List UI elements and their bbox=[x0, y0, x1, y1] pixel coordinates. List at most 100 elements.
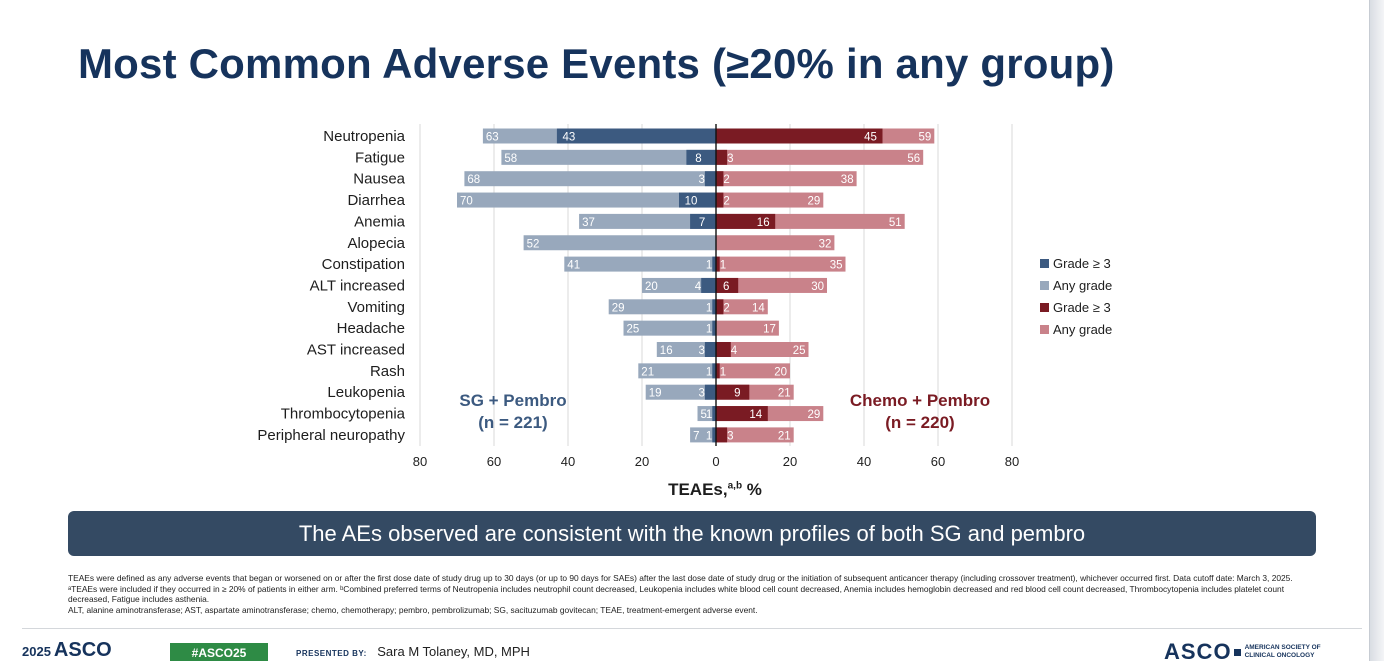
arm-label-sg-pembro: SG + Pembro (n = 221) bbox=[418, 390, 608, 434]
bar-chemo-any-grade bbox=[716, 320, 779, 336]
footnote: TEAEs were defined as any adverse events… bbox=[68, 573, 1293, 583]
data-label-chemo-grade3: 4 bbox=[731, 345, 738, 357]
data-label-sg-grade3: 3 bbox=[698, 388, 704, 400]
data-label-sg-any-grade: 5 bbox=[701, 409, 707, 421]
x-axis-label: TEAEs,a,b % bbox=[660, 480, 770, 500]
arm-label-chemo-pembro: Chemo + Pembro (n = 220) bbox=[822, 390, 1018, 434]
bar-sg-any-grade bbox=[464, 171, 716, 187]
data-label-chemo-grade3: 14 bbox=[749, 409, 762, 421]
data-label-chemo-any-grade: 35 bbox=[830, 260, 843, 272]
logo-square-icon bbox=[1233, 648, 1241, 656]
legend-item: Any grade bbox=[1040, 274, 1112, 296]
bar-chemo-grade3 bbox=[716, 256, 720, 272]
bar-chemo-grade3 bbox=[716, 384, 750, 400]
bar-sg-any-grade bbox=[523, 235, 716, 251]
bar-sg-grade3 bbox=[556, 128, 716, 144]
data-label-sg-grade3: 4 bbox=[695, 281, 702, 293]
bar-sg-any-grade bbox=[656, 342, 716, 357]
legend-label: Grade ≥ 3 bbox=[1053, 255, 1111, 271]
data-label-sg-grade3: 7 bbox=[699, 217, 705, 229]
category-label: Nausea bbox=[353, 171, 405, 188]
data-label-chemo-any-grade: 32 bbox=[819, 238, 832, 250]
category-label: Rash bbox=[370, 363, 405, 380]
bar-sg-grade3 bbox=[686, 149, 716, 165]
data-label-sg-any-grade: 25 bbox=[627, 324, 640, 336]
x-tick-label: 80 bbox=[1005, 454, 1019, 469]
legend: Grade ≥ 3 Any grade Grade ≥ 3 Any grade bbox=[1040, 252, 1112, 340]
legend-label: Any grade bbox=[1053, 321, 1113, 337]
x-tick-label: 40 bbox=[857, 454, 871, 469]
bar-chemo-grade3 bbox=[716, 406, 768, 422]
legend-item: Any grade bbox=[1040, 318, 1112, 340]
bar-chemo-any-grade bbox=[716, 342, 809, 357]
bar-chemo-grade3 bbox=[716, 427, 728, 443]
bar-chemo-any-grade bbox=[716, 149, 924, 165]
data-label-sg-any-grade: 41 bbox=[567, 260, 580, 272]
asco-2025-logo: 2025 ASCO bbox=[22, 639, 112, 662]
data-label-chemo-grade3: 1 bbox=[720, 260, 726, 272]
data-label-sg-grade3: 43 bbox=[563, 132, 576, 144]
data-label-sg-grade3: 1 bbox=[706, 260, 712, 272]
bar-sg-grade3 bbox=[712, 363, 716, 379]
x-axis-label-text: TEAEs, bbox=[668, 480, 728, 499]
society-name-line: CLINICAL ONCOLOGY bbox=[1244, 652, 1315, 659]
data-label-sg-any-grade: 29 bbox=[612, 302, 625, 314]
data-label-chemo-any-grade: 20 bbox=[774, 366, 787, 378]
legend-label: Grade ≥ 3 bbox=[1053, 299, 1111, 315]
data-label-sg-any-grade: 16 bbox=[660, 345, 673, 357]
data-label-sg-grade3: 10 bbox=[685, 196, 698, 208]
asco-society-logo: ASCO AMERICAN SOCIETY OF CLINICAL ONCOLO… bbox=[1164, 639, 1321, 665]
data-label-chemo-any-grade: 29 bbox=[808, 409, 821, 421]
x-tick-label: 20 bbox=[783, 454, 797, 469]
x-tick-labels: 80 60 40 20 0 20 40 60 80 bbox=[413, 454, 1019, 469]
data-label-sg-grade3: 3 bbox=[698, 174, 704, 186]
category-label: ALT increased bbox=[310, 277, 405, 294]
footnote: ALT, alanine aminotransferase; AST, aspa… bbox=[68, 604, 758, 615]
category-label: Vomiting bbox=[347, 299, 405, 316]
bar-chemo-grade3 bbox=[716, 192, 724, 208]
data-label-chemo-any-grade: 51 bbox=[889, 217, 902, 229]
data-label-sg-any-grade: 52 bbox=[527, 238, 540, 250]
data-label-sg-grade3: 1 bbox=[706, 302, 712, 314]
key-message-banner: The AEs observed are consistent with the… bbox=[68, 511, 1316, 556]
society-logo-text: ASCO bbox=[1164, 639, 1232, 664]
data-label-chemo-grade3: 2 bbox=[723, 302, 729, 314]
bar-chemo-any-grade bbox=[716, 171, 857, 187]
category-label: Fatigue bbox=[355, 149, 405, 166]
x-axis-unit: % bbox=[746, 480, 762, 499]
legend-swatch bbox=[1040, 280, 1049, 290]
data-label-sg-any-grade: 19 bbox=[649, 388, 662, 400]
window-edge bbox=[1369, 0, 1384, 661]
arm-n: (n = 221) bbox=[478, 413, 548, 432]
category-label: Constipation bbox=[322, 256, 405, 273]
bar-sg-grade3 bbox=[712, 256, 716, 272]
bar-sg-any-grade bbox=[564, 256, 716, 272]
data-label-chemo-any-grade: 59 bbox=[919, 132, 932, 144]
footer-divider bbox=[22, 628, 1362, 629]
bar-sg-grade3 bbox=[690, 213, 716, 229]
bar-sg-grade3 bbox=[704, 171, 716, 187]
data-label-sg-any-grade: 58 bbox=[504, 153, 517, 165]
category-label: Headache bbox=[337, 320, 405, 337]
x-tick-label: 80 bbox=[413, 454, 427, 469]
bar-chemo-grade3 bbox=[716, 213, 776, 229]
bar-sg-grade3 bbox=[712, 299, 716, 315]
data-label-chemo-grade3: 16 bbox=[757, 217, 770, 229]
data-label-sg-grade3: 1 bbox=[706, 409, 712, 421]
bar-sg-any-grade bbox=[457, 192, 716, 208]
banner-text: The AEs observed are consistent with the… bbox=[298, 520, 1086, 546]
data-label-sg-any-grade: 63 bbox=[486, 132, 499, 144]
bar-chemo-grade3 bbox=[716, 342, 731, 357]
data-label-sg-any-grade: 21 bbox=[641, 366, 654, 378]
logo-text: ASCO bbox=[53, 639, 112, 661]
data-label-sg-grade3: 1 bbox=[706, 430, 712, 442]
data-label-chemo-any-grade: 17 bbox=[763, 324, 776, 336]
bar-chemo-grade3 bbox=[716, 299, 724, 315]
bar-sg-grade3 bbox=[704, 384, 716, 400]
legend-swatch bbox=[1040, 302, 1049, 312]
bar-chemo-any-grade bbox=[716, 299, 768, 315]
x-tick-label: 20 bbox=[635, 454, 649, 469]
data-label-chemo-grade3: 1 bbox=[720, 366, 726, 378]
data-label-sg-any-grade: 20 bbox=[645, 281, 658, 293]
